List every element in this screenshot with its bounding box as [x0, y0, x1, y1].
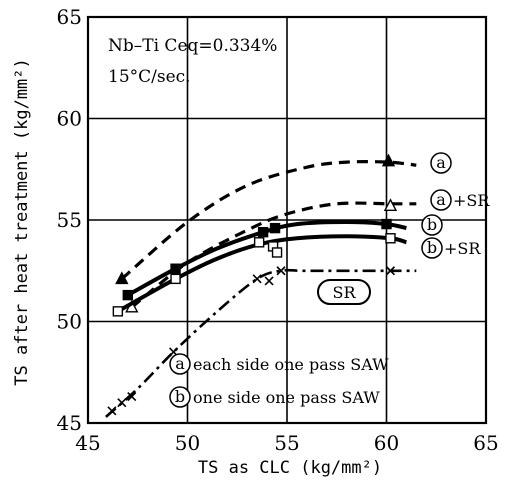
data-point	[115, 271, 129, 285]
series-label-letter: b	[427, 238, 437, 257]
data-point	[257, 226, 269, 238]
data-point	[122, 289, 134, 301]
legend-circle	[169, 386, 191, 408]
x-tick-label: 55	[274, 431, 299, 455]
series-line	[120, 160, 417, 281]
sr-box-label: SR	[332, 283, 356, 302]
data-point	[269, 222, 281, 234]
series-label-circle	[430, 152, 452, 174]
series-label-suffix: +SR	[453, 191, 490, 210]
series-label-letter: b	[427, 215, 437, 234]
data-point	[170, 273, 181, 285]
data-point	[112, 306, 124, 317]
x-tick-label: 65	[473, 431, 498, 455]
data-point	[117, 398, 127, 408]
series-label-letter: a	[436, 190, 446, 209]
plot-frame	[86, 15, 488, 425]
data-point	[170, 263, 181, 274]
data-point	[127, 392, 137, 402]
data-point	[276, 266, 286, 276]
series-labels: aa +SR bb +SR	[421, 152, 490, 259]
tick-labels: 45 50 55 60 65 45 50 55 60 65	[57, 5, 499, 455]
series-line	[130, 201, 417, 309]
y-tick-label: 60	[57, 107, 82, 131]
y-tick-label: 50	[57, 310, 82, 334]
data-point	[381, 218, 392, 230]
x-tick-label: 45	[75, 431, 100, 455]
legend-circle	[169, 353, 191, 375]
series-line	[105, 268, 417, 418]
data-point	[107, 406, 117, 416]
y-axis-label: TS after heat treatment (kg/mm²)	[12, 58, 32, 386]
x-tick-label: 50	[175, 431, 200, 455]
series-layer	[105, 153, 417, 418]
data-point	[381, 153, 396, 167]
sr-box-outline	[317, 279, 371, 305]
y-tick-label: 45	[57, 411, 82, 435]
series-label-circle	[421, 214, 443, 236]
data-point	[383, 198, 398, 211]
sr-box: SR	[317, 279, 371, 305]
data-point	[264, 276, 274, 286]
legend: a each side one pass SAW b one side one pas…	[169, 353, 389, 408]
legend-key: a	[175, 354, 185, 373]
cooling-annotation: 15°C/sec.	[108, 67, 191, 87]
y-tick-label: 55	[57, 208, 82, 232]
y-tick-label: 65	[57, 5, 82, 29]
data-point	[385, 233, 396, 244]
series-label-letter: a	[436, 153, 446, 172]
series-label-circle	[430, 189, 452, 211]
legend-text: each side one pass SAW	[193, 355, 389, 374]
series-label-circle	[421, 237, 443, 259]
data-point	[252, 274, 262, 284]
x-axis-label: TS as CLC (kg/mm²)	[198, 458, 382, 478]
legend-text: one side one pass SAW	[193, 388, 380, 407]
series-label-suffix: +SR	[444, 239, 481, 258]
data-point	[253, 237, 265, 248]
legend-key: b	[175, 387, 185, 406]
x-tick-label: 60	[374, 431, 399, 455]
data-point	[271, 247, 283, 258]
material-annotation: Nb–Ti Ceq=0.334%	[108, 36, 277, 56]
data-point	[385, 266, 396, 276]
